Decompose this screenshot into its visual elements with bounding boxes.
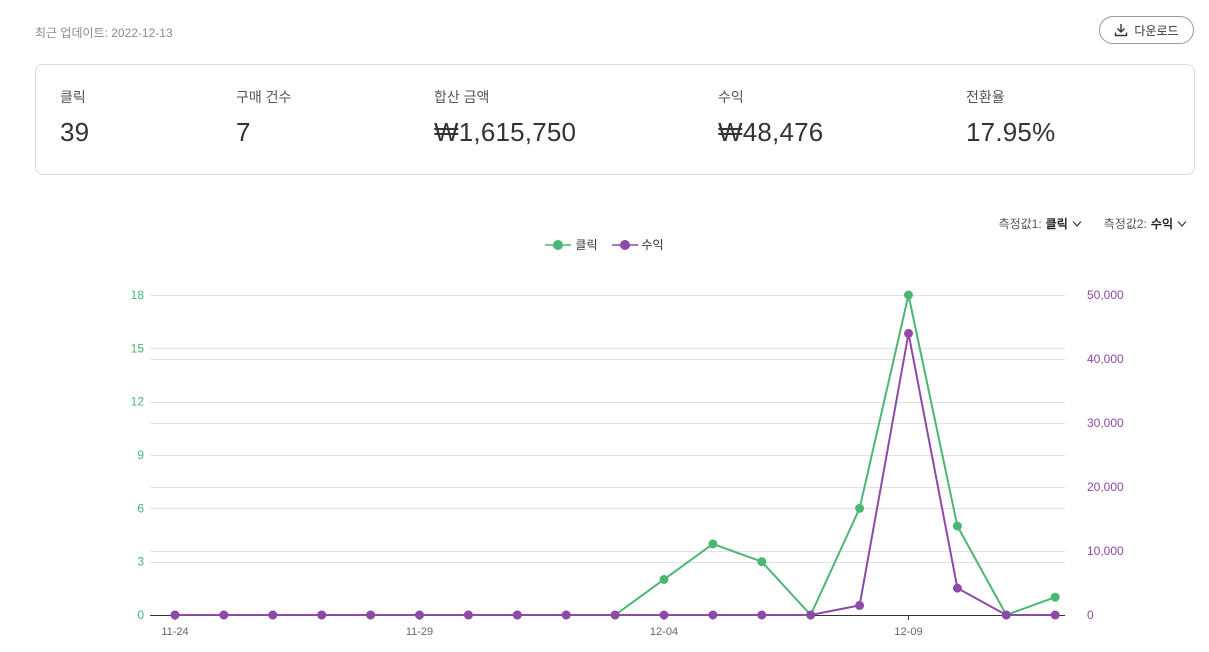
data-point-clicks	[904, 290, 913, 300]
data-point-revenue	[1001, 610, 1011, 620]
data-point-clicks	[659, 574, 669, 584]
x-tick-label: 11-29	[406, 626, 433, 638]
data-point-clicks	[757, 557, 767, 567]
data-point-revenue	[170, 610, 180, 620]
metric-clicks: 클릭 39	[60, 87, 89, 148]
legend-label: 수익	[641, 238, 664, 252]
data-point-revenue	[561, 610, 571, 620]
y-left-tick-label: 0	[137, 608, 144, 622]
metric1-select[interactable]: 측정값1: 클릭	[999, 215, 1082, 232]
y-left-tick-label: 18	[131, 288, 145, 302]
metric-value: ₩1,615,750	[434, 117, 577, 147]
metric-value: ₩48,476	[718, 117, 824, 147]
x-tick-label: 12-09	[894, 626, 922, 638]
metric-value: 39	[60, 117, 90, 147]
series-line-revenue	[175, 332, 1056, 616]
data-point-revenue	[366, 610, 376, 620]
metric2-value: 수익	[1150, 217, 1173, 231]
data-point-revenue	[463, 610, 473, 620]
metric-label: 수익	[718, 89, 744, 105]
data-point-revenue	[659, 610, 669, 620]
data-point-clicks	[708, 539, 718, 549]
y-right-tick-label: 30,000	[1087, 416, 1124, 430]
y-left-tick-label: 12	[131, 395, 145, 409]
legend-marker-revenue	[611, 239, 638, 250]
download-button[interactable]: 다운로드	[1099, 16, 1194, 44]
download-icon	[1114, 23, 1128, 37]
metric-purchases: 구매 건수 7	[236, 87, 291, 148]
metric-label: 구매 건수	[236, 89, 292, 105]
legend-label: 클릭	[575, 238, 598, 252]
metric-label: 합산 금액	[434, 89, 490, 105]
y-left-tick-label: 3	[137, 555, 144, 569]
legend-item-revenue[interactable]: 수익	[611, 236, 664, 253]
chart-legend: 클릭 수익	[0, 236, 1209, 253]
y-left-tick-label: 6	[137, 501, 144, 515]
data-point-revenue	[952, 583, 962, 593]
y-right-tick-label: 40,000	[1087, 352, 1124, 366]
data-point-revenue	[317, 610, 327, 620]
data-point-revenue	[708, 610, 718, 620]
data-point-clicks	[855, 503, 865, 513]
x-tick-label: 11-24	[161, 626, 188, 638]
metric-selectors: 측정값1: 클릭 측정값2: 수익	[999, 215, 1187, 232]
metric-value: 7	[236, 117, 251, 147]
metric-label: 전환율	[966, 89, 1005, 105]
data-point-clicks	[1050, 592, 1060, 602]
metric-revenue: 수익 ₩48,476	[718, 87, 823, 148]
y-right-tick-label: 10,000	[1087, 544, 1124, 558]
y-right-tick-label: 50,000	[1087, 288, 1124, 302]
y-right-tick-label: 20,000	[1087, 480, 1124, 494]
data-point-revenue	[1050, 610, 1060, 620]
data-point-revenue	[757, 610, 767, 620]
y-left-tick-label: 15	[131, 341, 145, 355]
data-point-revenue	[806, 610, 816, 620]
x-tick-label: 12-04	[650, 626, 678, 638]
metric2-label: 측정값2:	[1103, 217, 1147, 231]
data-point-revenue	[512, 610, 522, 620]
legend-item-clicks[interactable]: 클릭	[545, 236, 598, 253]
metric-value: 17.95%	[966, 117, 1056, 147]
y-left-tick-label: 9	[137, 448, 144, 462]
y-right-tick-label: 0	[1087, 608, 1094, 622]
data-point-revenue	[268, 610, 278, 620]
data-point-revenue	[610, 610, 620, 620]
metric-conversion-rate: 전환율 17.95%	[966, 87, 1055, 148]
summary-card: 클릭 39 구매 건수 7 합산 금액 ₩1,615,750 수익 ₩48,47…	[35, 64, 1195, 175]
metric-total-amount: 합산 금액 ₩1,615,750	[434, 87, 576, 148]
data-point-clicks	[952, 521, 962, 531]
download-label: 다운로드	[1134, 23, 1179, 38]
metric-label: 클릭	[60, 89, 86, 105]
last-updated-text: 최근 업데이트: 2022-12-13	[35, 26, 173, 40]
data-point-revenue	[855, 600, 865, 610]
chevron-down-icon	[1177, 217, 1187, 231]
data-point-revenue	[415, 610, 424, 620]
data-point-revenue	[904, 328, 913, 338]
metric1-label: 측정값1:	[998, 217, 1042, 231]
metric2-select[interactable]: 측정값2: 수익	[1104, 215, 1187, 232]
data-point-revenue	[219, 610, 229, 620]
legend-marker-clicks	[545, 239, 572, 250]
chevron-down-icon	[1072, 217, 1082, 231]
metric1-value: 클릭	[1045, 217, 1068, 231]
